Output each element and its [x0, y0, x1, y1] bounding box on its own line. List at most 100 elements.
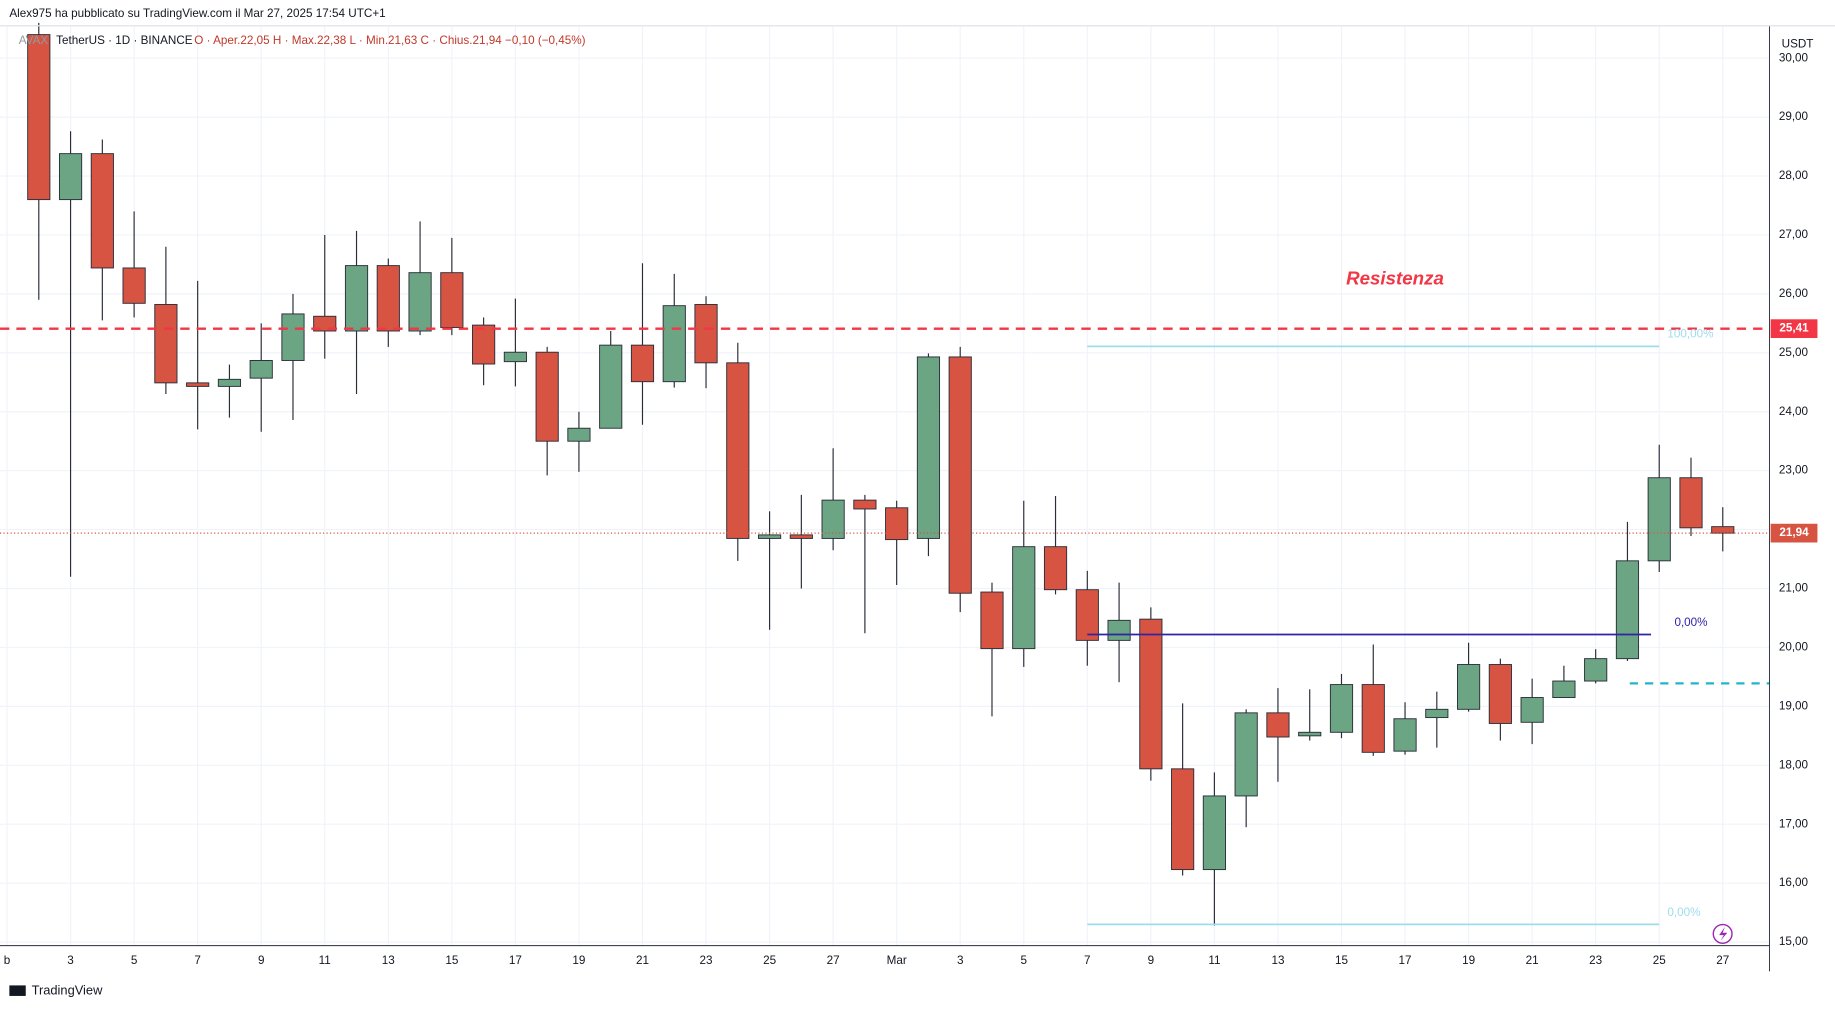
candle-body: [408, 272, 432, 332]
candle-body: [948, 356, 972, 594]
author-line: Alex975 ha pubblicato su TradingView.com…: [9, 7, 385, 20]
x-tick-label: 9: [1148, 954, 1155, 967]
candle-body: [1298, 731, 1322, 737]
candle-body: [1584, 658, 1608, 682]
candle-body: [376, 265, 400, 332]
x-tick-label: 27: [1716, 954, 1729, 967]
candle-body: [313, 315, 337, 332]
candle-body: [630, 344, 655, 383]
y-tick-label: 18,00: [1779, 758, 1809, 771]
candle-body: [1043, 546, 1068, 591]
candle-body: [757, 534, 782, 539]
candle-body: [567, 427, 591, 442]
currency: USDT: [1782, 38, 1814, 51]
candle-body: [662, 305, 686, 383]
candle-body: [186, 382, 210, 387]
candle-body: [821, 499, 845, 539]
y-tick-label: 19,00: [1779, 699, 1809, 712]
x-tick-label: 23: [1589, 954, 1602, 967]
y-tick-label: 17,00: [1779, 817, 1809, 830]
x-tick-label: 3: [67, 954, 74, 967]
currency-box: [1774, 32, 1821, 57]
candle-body: [440, 272, 464, 328]
candle-body: [122, 267, 146, 304]
x-tick-label: 11: [319, 954, 331, 967]
x-tick-label: 23: [700, 954, 713, 967]
resistance-price-label: 25,41: [1779, 322, 1809, 335]
candle-body: [726, 362, 750, 539]
candle-body: [1266, 712, 1290, 738]
candle-body: [1456, 664, 1481, 710]
y-tick-label: 29,00: [1779, 110, 1809, 123]
candle-body: [90, 153, 114, 269]
x-tick-label: 21: [636, 954, 649, 967]
y-tick-label: 20,00: [1779, 641, 1809, 654]
x-tick-label: 9: [258, 954, 265, 967]
candle-body: [599, 344, 623, 429]
fib-label: 0,00%: [1667, 906, 1700, 919]
symbol: AVAX: [19, 34, 49, 47]
candle-body: [27, 34, 51, 201]
x-tick-label: 17: [509, 954, 522, 967]
candle-body: [249, 360, 273, 379]
candle-body: [472, 324, 496, 365]
marks: [0, 22, 1770, 926]
y-tick-label: 15,00: [1779, 935, 1809, 948]
candle-body: [1075, 589, 1099, 641]
y-tick-label: 28,00: [1779, 169, 1809, 182]
candle-body: [916, 356, 941, 539]
x-tick-label: 21: [1526, 954, 1539, 967]
candle-body: [58, 153, 83, 201]
instrument: TetherUS · 1D · BINANCE: [56, 34, 193, 47]
y-tick-label: 24,00: [1779, 405, 1809, 418]
x-tick-label: 3: [957, 954, 964, 967]
x-tick-label: 15: [445, 954, 459, 967]
candle-body: [281, 313, 305, 361]
y-tick-label: 25,00: [1779, 346, 1809, 359]
candle-body: [1552, 680, 1576, 698]
x-tick-label: 25: [763, 954, 777, 967]
candle-body: [853, 499, 877, 510]
candle-body: [154, 304, 178, 384]
x-tick-label: 13: [1271, 954, 1284, 967]
candle-body: [980, 591, 1004, 650]
x-tick-label: 7: [1084, 954, 1091, 967]
candle-body: [1361, 684, 1385, 753]
x-tick-label: Mar: [887, 954, 907, 967]
x-tick-label: 5: [1021, 954, 1028, 967]
ohlc-legend: O · Aper.22,05 H · Max.22,38 L · Min.21,…: [194, 34, 585, 47]
y-tick-label: 21,00: [1779, 582, 1809, 595]
candle-body: [789, 534, 813, 539]
candle-body: [503, 351, 527, 363]
y-tick-label: 26,00: [1779, 287, 1809, 300]
candle-body: [1425, 708, 1449, 719]
x-tick-label: 19: [572, 954, 585, 967]
candle-body: [1488, 664, 1512, 724]
candle-body: [217, 378, 242, 387]
resistance-text: Resistenza: [1346, 267, 1444, 288]
y-tick-label: 27,00: [1779, 228, 1809, 241]
footer-logo: [9, 985, 26, 996]
fib-label: 100,00%: [1667, 328, 1713, 341]
footer: TradingView: [32, 983, 103, 998]
candle-body: [1139, 618, 1163, 770]
x-tick-label: 25: [1653, 954, 1667, 967]
x-tick-label: 5: [131, 954, 138, 967]
x-tick-label: b: [4, 954, 11, 967]
candle-body: [1329, 684, 1354, 733]
candle-body: [885, 507, 909, 541]
candle-body: [1647, 477, 1671, 562]
x-tick-label: 27: [827, 954, 840, 967]
x-tick-label: 19: [1462, 954, 1475, 967]
x-tick-label: 11: [1208, 954, 1220, 967]
x-tick-label: 15: [1335, 954, 1349, 967]
candle-body: [535, 351, 559, 442]
candle-body: [1012, 546, 1036, 650]
resistance-price-box: [1770, 319, 1818, 339]
price-label: 21,94: [1779, 526, 1809, 539]
candle-body: [1711, 526, 1735, 534]
candle-body: [1679, 477, 1703, 529]
candle-body: [1234, 712, 1258, 797]
price-box: [1770, 523, 1818, 543]
